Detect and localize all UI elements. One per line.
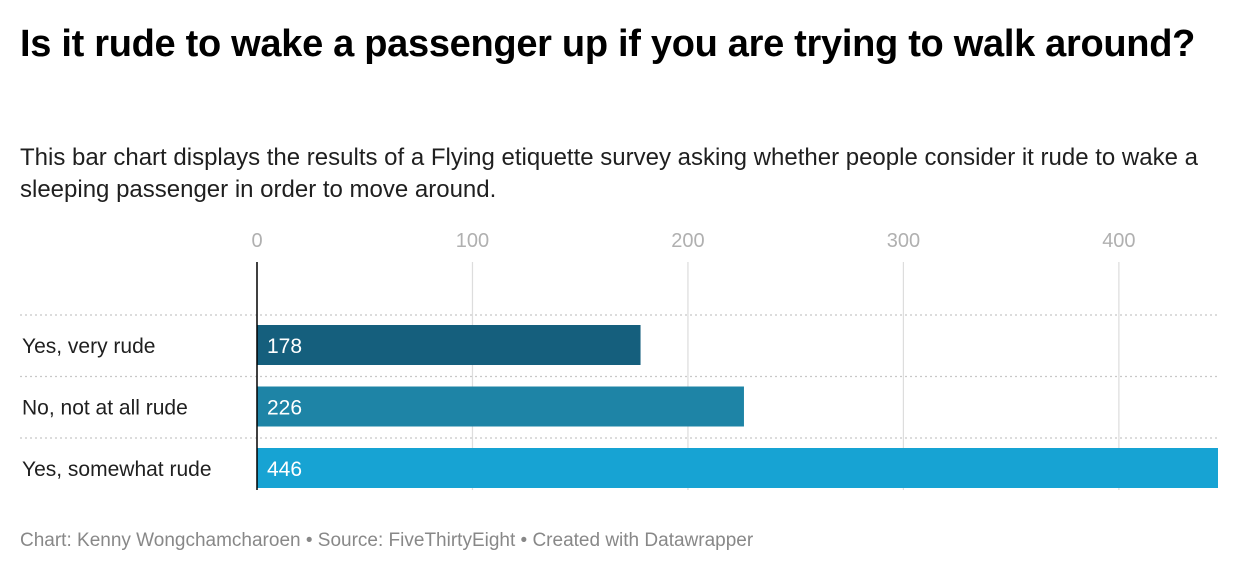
labels: 0 100 200 300 400 Yes, very rude 178 No, not at… (22, 230, 1136, 481)
bar-1 (257, 386, 744, 427)
bar-value-label: 178 (267, 335, 302, 358)
bar-value-label: 226 (267, 397, 302, 420)
x-tick-label: 0 (251, 230, 262, 252)
x-tick-label: 100 (456, 230, 489, 252)
chart-title: Is it rude to wake a passenger up if you… (20, 23, 1196, 65)
category-label: Yes, somewhat rude (22, 458, 212, 481)
bar-2 (257, 448, 1218, 488)
category-label: Yes, very rude (22, 335, 155, 358)
bar-chart: 0 100 200 300 400 Yes, very rude 178 No, not at… (20, 230, 1218, 490)
chart-footer: Chart: Kenny Wongchamcharoen • Source: F… (20, 530, 754, 551)
chart-subtitle: This bar chart displays the results of a… (20, 144, 1198, 203)
x-tick-label: 300 (887, 230, 920, 252)
bar-value-label: 446 (267, 458, 302, 481)
bar-0 (257, 325, 641, 365)
x-tick-label: 200 (671, 230, 704, 252)
x-tick-label: 400 (1102, 230, 1135, 252)
bars (257, 325, 1218, 488)
category-label: No, not at all rude (22, 397, 188, 420)
